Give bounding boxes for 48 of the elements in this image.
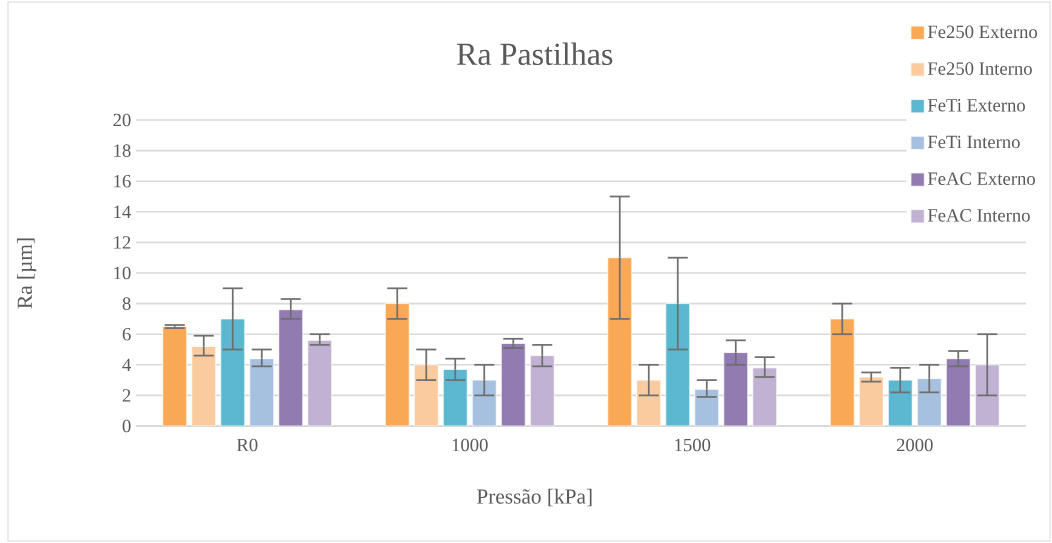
y-tick-label: 18 [114,144,131,157]
bar [278,309,304,426]
bar [191,346,217,426]
x-tick-label: 2000 [896,438,933,452]
bar [220,318,246,426]
y-tick-label: 14 [114,205,132,218]
x-tick-label: R0 [236,438,258,452]
bar [945,358,971,426]
bar [829,318,855,426]
bar [500,342,526,426]
bar [916,378,942,426]
legend-label: FeTi Externo [927,99,1025,112]
bar [974,364,1000,426]
x-tick-label: 1000 [452,438,488,452]
chart-title: Ra Pastilhas [456,42,613,66]
bar [162,326,188,426]
y-tick-label: 4 [122,358,132,371]
bar [752,367,778,426]
bar [723,352,749,426]
y-tick-label: 0 [122,419,131,433]
bar [442,368,468,426]
bar [636,379,662,426]
bar [413,364,439,426]
legend-label: Fe250 Interno [927,62,1032,75]
y-axis-title: Ra [µm] [16,238,37,309]
bar [529,355,555,426]
y-tick-label: 16 [114,174,131,188]
bar [887,379,913,426]
legend-label: FeTi Interno [927,135,1020,149]
bar [249,358,275,426]
y-tick-label: 6 [122,327,131,341]
x-tick-label: 1500 [675,438,711,452]
bar [858,376,884,426]
y-tick-label: 8 [122,297,131,310]
bar [607,257,633,426]
y-tick-label: 12 [114,236,131,249]
y-tick-label: 20 [113,113,131,127]
y-tick-label: 2 [122,389,131,402]
bar [471,379,497,426]
bar [384,303,410,426]
legend-label: FeAC Interno [927,209,1030,222]
legend-label: FeAC Externo [927,172,1035,185]
y-tick-label: 10 [114,266,131,280]
legend-label: Fe250 Externo [927,25,1038,39]
bar [307,339,333,426]
bar [665,303,691,426]
bar [694,388,720,426]
x-axis-title: Pressão [kPa] [476,488,592,507]
